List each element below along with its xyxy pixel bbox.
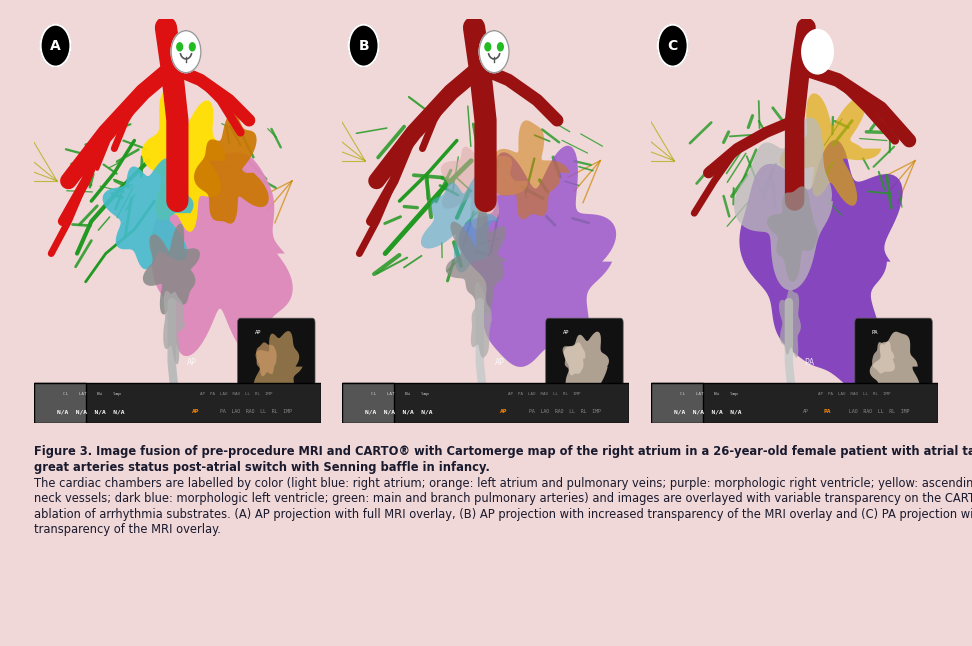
FancyBboxPatch shape (651, 382, 938, 423)
Polygon shape (872, 342, 895, 373)
Polygon shape (143, 224, 200, 315)
Polygon shape (441, 132, 528, 229)
Polygon shape (194, 112, 268, 224)
Text: PA: PA (823, 410, 831, 414)
Text: C: C (668, 39, 677, 52)
FancyBboxPatch shape (237, 318, 315, 407)
Text: N/A  N/A  N/A  N/A: N/A N/A N/A N/A (57, 410, 124, 414)
Text: PA: PA (872, 330, 878, 335)
Polygon shape (257, 342, 277, 377)
Polygon shape (470, 282, 492, 358)
Text: AP: AP (563, 330, 569, 335)
Polygon shape (564, 331, 609, 401)
Text: transparency of the MRI overlay.: transparency of the MRI overlay. (34, 523, 221, 536)
Text: AP: AP (495, 358, 504, 367)
Text: B: B (359, 39, 369, 52)
Polygon shape (494, 120, 571, 220)
Text: LAO  RAO  LL  RL  IMP: LAO RAO LL RL IMP (850, 410, 910, 414)
Text: AP  PA  LAO  RAO  LL  RL  IMP: AP PA LAO RAO LL RL IMP (508, 392, 581, 396)
FancyBboxPatch shape (545, 318, 623, 407)
Circle shape (485, 43, 491, 51)
Text: ablation of arrhythmia substrates. (A) AP projection with full MRI overlay, (B) : ablation of arrhythmia substrates. (A) A… (34, 508, 972, 521)
FancyBboxPatch shape (34, 382, 86, 423)
Polygon shape (459, 146, 616, 367)
Circle shape (177, 43, 183, 51)
Polygon shape (740, 140, 903, 398)
Text: AP: AP (187, 358, 196, 367)
Circle shape (658, 25, 687, 67)
Text: PA: PA (804, 358, 814, 367)
Text: great arteries status post-atrial switch with Senning baffle in infancy.: great arteries status post-atrial switch… (34, 461, 490, 474)
Text: AP  PA  LAO  RAO  LL  RL  IMP: AP PA LAO RAO LL RL IMP (200, 392, 273, 396)
Polygon shape (779, 289, 801, 357)
Polygon shape (142, 90, 226, 232)
Polygon shape (421, 168, 498, 273)
Text: Figure 3. Image fusion of pre-procedure MRI and CARTO® with Cartomerge map of th: Figure 3. Image fusion of pre-procedure … (34, 446, 972, 459)
Text: A: A (51, 39, 61, 52)
Circle shape (190, 43, 195, 51)
Circle shape (41, 25, 70, 67)
Polygon shape (446, 206, 507, 315)
Circle shape (171, 30, 201, 73)
FancyBboxPatch shape (342, 382, 394, 423)
FancyBboxPatch shape (854, 318, 932, 407)
Text: N/A  N/A  N/A  N/A: N/A N/A N/A N/A (365, 410, 433, 414)
Text: AP: AP (255, 330, 260, 335)
FancyBboxPatch shape (651, 382, 703, 423)
Circle shape (479, 30, 509, 73)
Polygon shape (152, 152, 293, 357)
Polygon shape (767, 186, 817, 282)
Text: PA  LAO  RAO  LL  RL  IMP: PA LAO RAO LL RL IMP (529, 410, 601, 414)
Circle shape (349, 25, 378, 67)
Polygon shape (563, 342, 585, 375)
Text: neck vessels; dark blue: morphologic left ventricle; green: main and branch pulm: neck vessels; dark blue: morphologic lef… (34, 492, 972, 505)
Text: AP  PA  LAO  RAO  LL  RL  IMP: AP PA LAO RAO LL RL IMP (817, 392, 890, 396)
Polygon shape (734, 118, 833, 290)
Polygon shape (254, 331, 302, 402)
Polygon shape (103, 158, 193, 269)
FancyBboxPatch shape (34, 382, 321, 423)
Text: AP: AP (803, 410, 809, 414)
Text: CL    LAT    Bi    lmp: CL LAT Bi lmp (680, 392, 738, 396)
Polygon shape (163, 291, 186, 364)
FancyBboxPatch shape (342, 382, 629, 423)
Circle shape (498, 43, 503, 51)
Polygon shape (780, 94, 881, 205)
Text: CL    LAT    Bi    lmp: CL LAT Bi lmp (63, 392, 121, 396)
Text: The cardiac chambers are labelled by color (light blue: right atrium; orange: le: The cardiac chambers are labelled by col… (34, 477, 972, 490)
Text: CL    LAT    Bi    lmp: CL LAT Bi lmp (371, 392, 429, 396)
Text: AP: AP (191, 410, 199, 414)
Text: N/A  N/A  N/A  N/A: N/A N/A N/A N/A (675, 410, 742, 414)
Polygon shape (870, 331, 920, 404)
Circle shape (802, 30, 833, 74)
Text: AP: AP (500, 410, 507, 414)
Text: PA  LAO  RAO  LL  RL  IMP: PA LAO RAO LL RL IMP (221, 410, 293, 414)
